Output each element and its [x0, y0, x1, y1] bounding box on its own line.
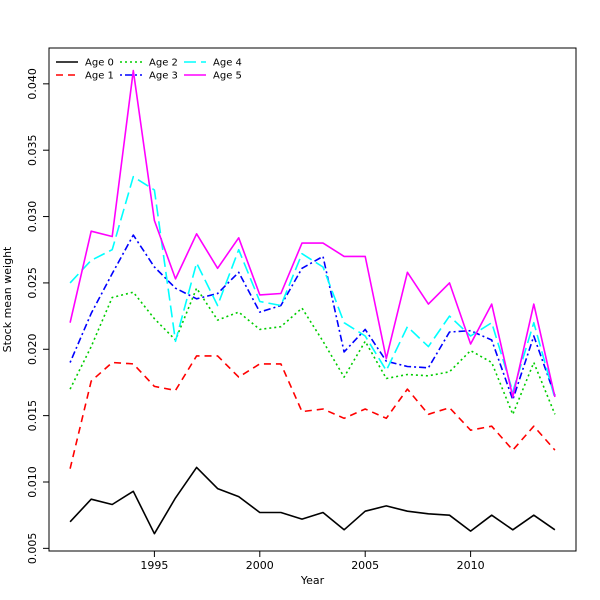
series-line-age-0	[69, 466, 556, 535]
legend-label: Age 1	[85, 71, 114, 82]
series-line-age-4	[69, 175, 556, 399]
legend-label: Age 0	[85, 58, 114, 69]
legend-label: Age 3	[149, 71, 178, 82]
series-layer	[69, 69, 556, 535]
y-axis-title: Stock mean weight	[1, 246, 14, 352]
legend-item: Age 3	[120, 71, 178, 82]
legend-label: Age 5	[213, 71, 242, 82]
x-axis-title: Year	[300, 574, 325, 587]
y-axis: 0.005 0.010 0.015 0.020 0.025 0.030 0.035 0.040	[26, 68, 49, 564]
plot-frame	[48, 47, 577, 552]
legend-item: Age 2	[120, 58, 178, 69]
legend-item: Age 0	[56, 58, 114, 69]
x-tick-label: 2005	[351, 559, 379, 572]
y-tick-label: 0.025	[26, 267, 39, 299]
legend: Age 0 Age 1 Age 2 Age 3 Age 4 Age 5	[56, 58, 242, 82]
x-tick-label: 2000	[246, 559, 274, 572]
x-tick-label: 2010	[457, 559, 485, 572]
series-line-age-5	[69, 69, 556, 398]
y-tick-label: 0.005	[26, 533, 39, 565]
x-axis: 1995 2000 2005 2010	[140, 551, 485, 572]
y-tick-label: 0.010	[26, 466, 39, 498]
y-tick-label: 0.015	[26, 400, 39, 432]
y-tick-label: 0.035	[26, 134, 39, 166]
y-tick-label: 0.040	[26, 68, 39, 100]
legend-label: Age 2	[149, 58, 178, 69]
series-line-age-2	[69, 287, 556, 416]
series-line-age-3	[69, 234, 556, 401]
y-tick-label: 0.030	[26, 201, 39, 233]
legend-item: Age 4	[184, 58, 242, 69]
legend-item: Age 1	[56, 71, 114, 82]
x-tick-label: 1995	[140, 559, 168, 572]
legend-label: Age 4	[213, 58, 242, 69]
y-tick-label: 0.020	[26, 334, 39, 366]
legend-item: Age 5	[184, 71, 242, 82]
